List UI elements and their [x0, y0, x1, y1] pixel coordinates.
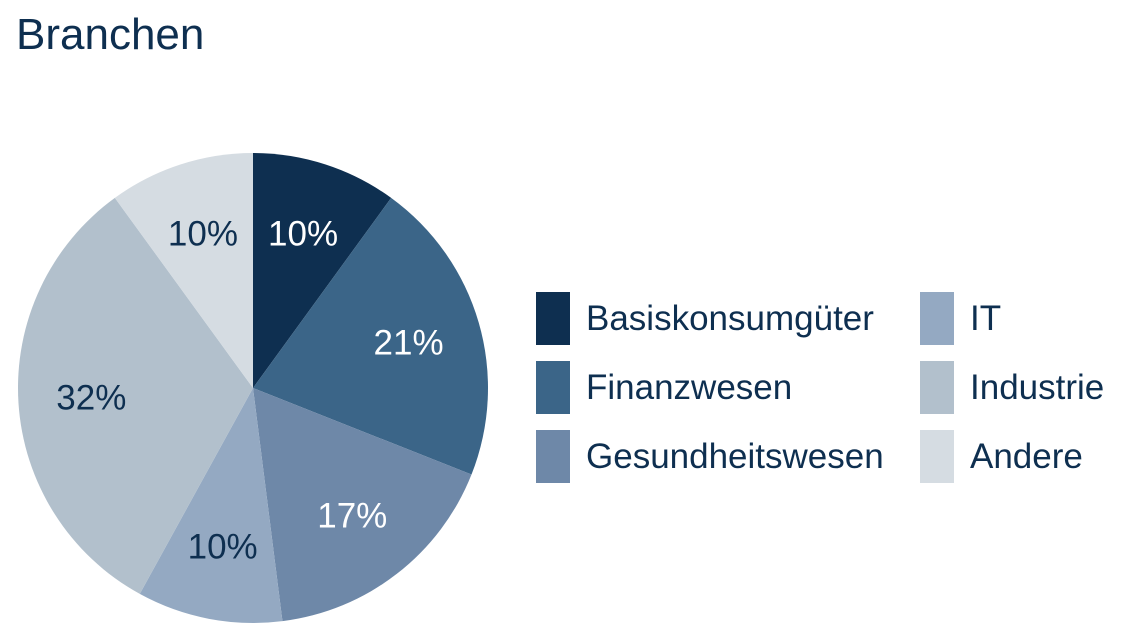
pie-slice-3	[139, 388, 283, 623]
chart-title: Branchen	[16, 10, 205, 59]
legend-swatch	[920, 292, 954, 345]
slice-label-0: 10%	[268, 214, 338, 253]
slice-label-5: 10%	[168, 214, 238, 253]
legend-label: Gesundheitswesen	[586, 436, 884, 476]
legend-label: Finanzwesen	[586, 367, 793, 407]
pie-slice-1	[253, 197, 489, 475]
slice-label-2: 17%	[317, 497, 387, 536]
legend-item-it: IT	[920, 292, 1104, 345]
slice-label-3: 10%	[188, 528, 258, 567]
legend-swatch	[536, 430, 570, 483]
pie-slice-4	[17, 197, 254, 594]
pie-slice-2	[253, 388, 472, 622]
slice-label-4: 32%	[56, 379, 126, 418]
legend-item-gesundheitswesen: Gesundheitswesen	[536, 430, 920, 483]
legend-label: Andere	[970, 436, 1083, 476]
slice-label-1: 21%	[374, 323, 444, 362]
legend-swatch	[536, 292, 570, 345]
legend-swatch	[536, 361, 570, 414]
legend-swatch	[920, 430, 954, 483]
legend-item-finanzwesen: Finanzwesen	[536, 361, 920, 414]
legend-label: Industrie	[970, 367, 1105, 407]
pie-slice-0	[253, 153, 392, 388]
legend-label: Basiskonsumgüter	[586, 298, 874, 338]
chart-legend: Basiskonsumgüter IT Finanzwesen Industri…	[536, 292, 1104, 483]
legend-item-basiskonsumgueter: Basiskonsumgüter	[536, 292, 920, 345]
legend-item-industrie: Industrie	[920, 361, 1104, 414]
pie-slice-5	[114, 153, 253, 388]
legend-label: IT	[970, 298, 1002, 338]
legend-item-andere: Andere	[920, 430, 1104, 483]
legend-swatch	[920, 361, 954, 414]
